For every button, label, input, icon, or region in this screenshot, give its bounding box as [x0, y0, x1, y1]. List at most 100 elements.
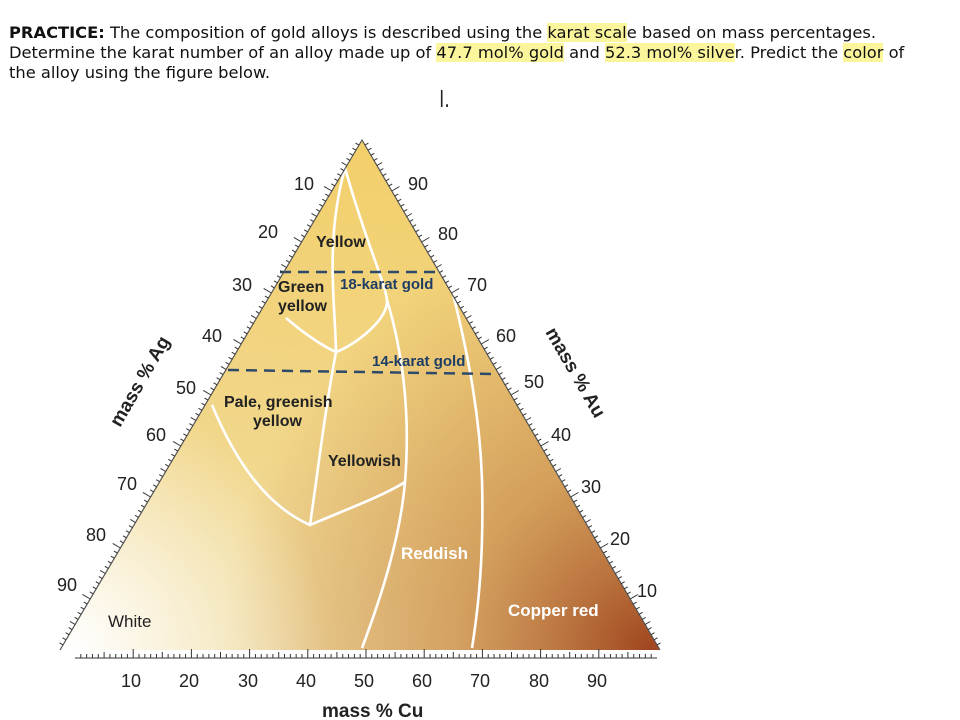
au-tick — [570, 492, 579, 498]
au-tick — [454, 295, 459, 299]
handwritten-note: l. — [439, 88, 450, 113]
cu-tick-60: 60 — [412, 671, 432, 691]
ag-tick — [65, 632, 70, 636]
au-tick — [495, 366, 502, 370]
au-tick — [385, 178, 390, 182]
region-green-yellow-line2: yellow — [278, 298, 327, 315]
au-tick — [552, 463, 557, 467]
region-reddish: Reddish — [401, 544, 468, 563]
tick-marks — [59, 142, 661, 658]
ag-tick — [352, 147, 357, 151]
au-tick — [540, 441, 549, 447]
ag-tick — [113, 550, 118, 554]
ag-tick-10: 10 — [294, 174, 314, 194]
ag-tick — [270, 285, 275, 289]
au-tick-80: 80 — [438, 224, 458, 244]
ag-tick — [303, 229, 308, 233]
au-tick — [588, 525, 593, 529]
au-tick — [597, 540, 602, 544]
ag-tick — [264, 295, 269, 299]
ag-tick — [261, 300, 266, 304]
ag-tick — [243, 331, 248, 335]
au-tick — [424, 244, 429, 248]
au-tick — [486, 351, 491, 355]
ag-tick-80: 80 — [86, 525, 106, 545]
ag-tick — [240, 336, 245, 340]
ag-tick — [210, 387, 215, 391]
au-tick — [403, 208, 408, 212]
ag-tick — [160, 468, 166, 472]
au-tick — [513, 397, 518, 401]
ag-tick — [89, 591, 94, 595]
au-tick — [472, 326, 476, 330]
au-tick — [606, 555, 611, 559]
ag-tick — [122, 535, 127, 539]
ag-tick — [355, 142, 360, 146]
ag-tick — [119, 540, 124, 544]
au-tick — [621, 581, 625, 585]
region-green-yellow-line1: Green — [278, 279, 324, 296]
au-tick — [537, 438, 542, 442]
au-tick — [448, 285, 453, 289]
au-tick — [567, 489, 572, 493]
ag-tick — [219, 372, 224, 376]
au-tick — [492, 361, 497, 365]
au-tick — [451, 288, 460, 294]
ag-tick — [98, 576, 103, 580]
ag-tick — [288, 254, 293, 258]
ag-tick — [276, 275, 281, 279]
ag-tick — [142, 491, 151, 498]
region-white: White — [108, 612, 151, 631]
ag-tick — [258, 305, 263, 309]
au-tick — [555, 468, 562, 472]
ag-tick — [300, 234, 305, 238]
cu-tick-30: 30 — [238, 671, 258, 691]
au-tick — [644, 621, 651, 625]
au-tick — [516, 402, 521, 406]
au-tick — [519, 407, 524, 411]
boundary-yellow-mid — [331, 167, 347, 353]
ag-tick — [62, 637, 67, 641]
region-pale-line2: yellow — [253, 413, 302, 430]
ag-tick — [250, 315, 257, 319]
ag-tick — [128, 525, 133, 529]
ag-tick — [92, 586, 97, 590]
ag-tick — [80, 606, 85, 610]
au-tick — [367, 147, 372, 151]
au-tick — [504, 382, 509, 386]
ag-axis-title: mass % Ag — [106, 333, 175, 431]
ag-tick — [165, 463, 169, 467]
au-tick — [409, 219, 414, 223]
ag-tick — [134, 514, 139, 518]
au-tick — [573, 499, 578, 503]
au-tick — [564, 484, 569, 488]
ag-tick — [155, 479, 160, 483]
ag-tick — [125, 530, 130, 534]
highlight-gold-mol: 47.7 mol% gold — [436, 43, 564, 62]
ag-tick-90: 90 — [57, 575, 77, 595]
au-tick — [600, 543, 609, 549]
ag-tick — [309, 219, 314, 223]
ag-tick — [334, 178, 339, 182]
au-tick — [457, 300, 462, 304]
ag-tick — [110, 555, 115, 559]
cu-tick-10: 10 — [121, 671, 141, 691]
au-tick-10: 10 — [637, 581, 657, 601]
au-tick — [430, 254, 435, 258]
au-tick — [647, 627, 652, 631]
ag-tick — [322, 198, 327, 202]
au-tick — [394, 193, 399, 197]
ag-tick — [234, 346, 239, 350]
au-tick — [436, 264, 442, 268]
au-tick — [626, 591, 631, 595]
ag-tick — [233, 338, 242, 345]
ag-tick — [171, 453, 176, 457]
ag-tick — [140, 504, 145, 508]
ag-tick — [294, 244, 299, 248]
au-tick — [546, 453, 551, 457]
au-tick — [370, 152, 375, 156]
ag-tick — [325, 193, 330, 197]
au-tick — [474, 331, 479, 335]
ag-tick — [231, 351, 236, 355]
